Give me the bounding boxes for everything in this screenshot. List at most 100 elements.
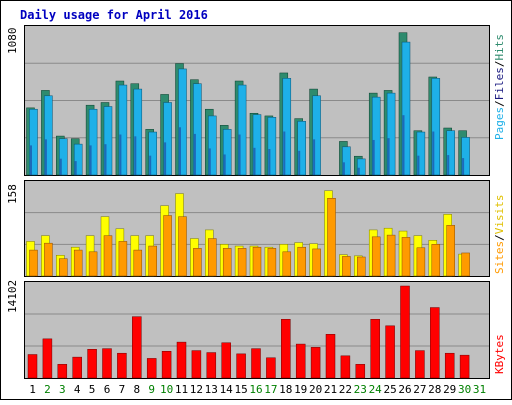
sites-bar xyxy=(237,248,247,277)
files-bar xyxy=(59,138,68,176)
files-bar xyxy=(357,158,366,176)
series-legend-label: KBytes xyxy=(493,334,506,374)
files-bar xyxy=(88,108,98,176)
kbytes-bar xyxy=(310,347,321,379)
pages-bar xyxy=(342,162,345,175)
series-legend-label: Pages/Files/Hits xyxy=(493,34,506,140)
files-bar xyxy=(267,117,277,176)
sites-bar xyxy=(59,258,68,277)
kbytes-bar xyxy=(459,354,470,379)
files-bar xyxy=(446,130,455,176)
sites-bar xyxy=(29,249,38,277)
files-bar xyxy=(252,114,262,176)
sites-bar xyxy=(148,245,157,277)
legend-visits: Visits xyxy=(493,195,506,235)
sites-bar xyxy=(386,234,396,277)
kbytes-bar xyxy=(430,307,440,379)
pages-bar xyxy=(193,133,196,175)
pages-bar xyxy=(208,148,211,175)
sites-bar xyxy=(342,256,351,277)
x-tick-label: 27 xyxy=(413,383,426,396)
sites-bar xyxy=(431,244,441,277)
legend-kbytes: KBytes xyxy=(493,334,506,374)
files-bar xyxy=(461,137,470,176)
kbytes-bar xyxy=(42,338,53,379)
sites-bar xyxy=(133,249,143,277)
legend-files: Files xyxy=(493,67,506,100)
kbytes-bar xyxy=(281,319,291,379)
kbytes-bar xyxy=(161,351,172,379)
top-panel-legend: Pages/Files/Hits xyxy=(493,34,506,140)
sites-bar xyxy=(193,248,202,277)
pages-bar xyxy=(30,145,32,175)
sites-bar xyxy=(73,249,83,277)
sites-bar xyxy=(163,215,172,277)
pages-bar xyxy=(447,155,450,175)
x-tick-label: 17 xyxy=(264,383,277,396)
x-tick-label: 28 xyxy=(428,383,441,396)
x-tick-label: 11 xyxy=(175,383,188,396)
kbytes-bar xyxy=(295,343,306,379)
files-bar xyxy=(237,84,247,176)
sites-bar xyxy=(401,237,411,277)
kbytes-bar xyxy=(325,334,336,379)
sites-bar xyxy=(371,236,381,277)
x-tick-label: 8 xyxy=(133,383,140,396)
kbytes-bar xyxy=(176,341,187,379)
x-tick-label: 10 xyxy=(160,383,173,396)
x-tick-label: 29 xyxy=(443,383,456,396)
x-tick-label: 5 xyxy=(89,383,96,396)
x-tick-label: 15 xyxy=(234,383,247,396)
kbytes-bar xyxy=(221,342,231,379)
series-legend-label: Sites/Visits xyxy=(493,195,506,275)
x-tick-label: 19 xyxy=(294,383,307,396)
kbytes-bar xyxy=(251,348,261,379)
kbytes-bar xyxy=(340,355,351,379)
x-tick-label: 16 xyxy=(249,383,262,396)
sites-bar xyxy=(267,248,277,277)
kbytes-bar xyxy=(72,356,82,379)
files-bar xyxy=(297,121,306,176)
top-panel-ymax-label: 1080 xyxy=(6,28,19,55)
files-bar xyxy=(148,131,157,176)
kbytes-bar xyxy=(57,364,68,379)
x-tick-label: 12 xyxy=(190,383,203,396)
sites-bar xyxy=(446,225,455,277)
pages-bar xyxy=(298,150,301,175)
pages-bar xyxy=(223,154,226,175)
files-bar xyxy=(193,83,202,176)
sites-bar xyxy=(461,252,470,277)
sites-bar xyxy=(44,242,53,277)
sites-bar xyxy=(327,197,336,277)
x-tick-label: 4 xyxy=(74,383,81,396)
chart-title: Daily usage for April 2016 xyxy=(20,8,208,22)
kbytes-bar xyxy=(146,358,157,379)
files-bar xyxy=(208,115,217,176)
sites-bar xyxy=(312,248,321,277)
x-tick-label: 30 xyxy=(458,383,471,396)
x-tick-label: 20 xyxy=(309,383,322,396)
pages-bar xyxy=(253,147,256,175)
pages-bar xyxy=(268,149,271,175)
x-tick-label: 22 xyxy=(339,383,352,396)
files-bar xyxy=(431,78,441,176)
kbytes-bar xyxy=(191,350,202,379)
files-bar xyxy=(103,106,113,176)
pages-bar xyxy=(462,158,465,175)
bottom-panel-legend: KBytes xyxy=(493,334,506,374)
kbytes-bar xyxy=(385,325,395,379)
kbytes-bar xyxy=(236,353,246,379)
kbytes-bar xyxy=(370,319,380,379)
kbytes-bar xyxy=(266,357,276,379)
files-bar xyxy=(401,41,411,176)
sites-bar xyxy=(103,235,113,277)
files-bar xyxy=(29,108,38,176)
files-bar xyxy=(178,68,187,176)
kbytes-bar xyxy=(102,348,112,379)
pages-bar xyxy=(238,134,241,175)
pages-bar xyxy=(134,136,137,175)
x-tick-label: 7 xyxy=(119,383,126,396)
x-tick-label: 31 xyxy=(473,383,486,396)
pages-bar xyxy=(89,145,92,175)
